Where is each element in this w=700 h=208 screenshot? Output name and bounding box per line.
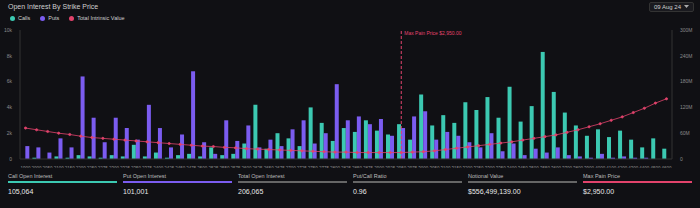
svg-text:2525: 2525 — [208, 166, 219, 168]
svg-text:2725: 2725 — [297, 166, 308, 168]
svg-text:2625: 2625 — [253, 166, 264, 168]
html-text:Put Open Interest: Put Open Interest — [123, 173, 167, 179]
svg-text:60M: 60M — [680, 130, 690, 136]
svg-text:4300: 4300 — [628, 166, 639, 168]
svg-text:4400: 4400 — [639, 166, 650, 168]
html-text:$2,950.00: $2,950.00 — [583, 187, 615, 195]
svg-text:2550: 2550 — [219, 166, 230, 168]
svg-text:3050: 3050 — [429, 166, 440, 168]
svg-text:2850: 2850 — [352, 166, 363, 168]
svg-text:3350: 3350 — [496, 166, 507, 168]
svg-text:2800: 2800 — [330, 166, 341, 168]
svg-text:3100: 3100 — [440, 166, 451, 168]
html-text:Notional Value: Notional Value — [468, 173, 504, 179]
html-text:Calls: Calls — [18, 15, 31, 21]
svg-text:2825: 2825 — [341, 166, 352, 168]
svg-text:3300: 3300 — [485, 166, 496, 168]
svg-text:2925: 2925 — [385, 166, 396, 168]
svg-text:2575: 2575 — [230, 166, 241, 168]
svg-text:4000: 4000 — [595, 166, 606, 168]
html-text:Puts: Puts — [48, 15, 60, 21]
svg-text:3400: 3400 — [507, 166, 518, 168]
svg-text:2250: 2250 — [87, 166, 98, 168]
svg-text:2450: 2450 — [175, 166, 186, 168]
svg-text:3000: 3000 — [418, 166, 429, 168]
svg-text:3250: 3250 — [474, 166, 485, 168]
svg-text:2k: 2k — [8, 130, 12, 136]
svg-text:2050: 2050 — [43, 166, 54, 168]
svg-text:3200: 3200 — [463, 166, 474, 168]
svg-text:4100: 4100 — [606, 166, 617, 168]
svg-text:3900: 3900 — [584, 166, 595, 168]
svg-text:3150: 3150 — [452, 166, 463, 168]
svg-text:8k: 8k — [8, 53, 12, 59]
html-text:09 Aug 24: 09 Aug 24 — [654, 4, 681, 10]
svg-text:3800: 3800 — [573, 166, 584, 168]
svg-text:6k: 6k — [8, 78, 12, 84]
html-text:101,001: 101,001 — [123, 187, 149, 195]
svg-text:3500: 3500 — [529, 166, 540, 168]
svg-text:4k: 4k — [8, 104, 12, 110]
html-text:Total Intrinsic Value: Total Intrinsic Value — [77, 15, 125, 21]
svg-text:4200: 4200 — [617, 166, 628, 168]
svg-text:2475: 2475 — [186, 166, 197, 168]
svg-text:2950: 2950 — [396, 166, 407, 168]
html-text:Open Interest By Strike Price: Open Interest By Strike Price — [8, 3, 99, 10]
svg-text:2200: 2200 — [76, 166, 87, 168]
svg-text:2875: 2875 — [363, 166, 374, 168]
svg-text:2975: 2975 — [407, 166, 418, 168]
svg-text:4600: 4600 — [661, 166, 672, 168]
svg-text:2675: 2675 — [275, 166, 286, 168]
svg-text:2900: 2900 — [374, 166, 385, 168]
svg-text:3700: 3700 — [562, 166, 573, 168]
svg-text:3450: 3450 — [518, 166, 529, 168]
svg-text:2425: 2425 — [164, 166, 175, 168]
svg-text:2275: 2275 — [98, 166, 109, 168]
html-text:Put/Call Ratio: Put/Call Ratio — [353, 173, 387, 179]
svg-text:120M: 120M — [680, 104, 692, 110]
svg-text:2750: 2750 — [308, 166, 319, 168]
html-text:Call Open Interest: Call Open Interest — [8, 173, 53, 179]
svg-text:3600: 3600 — [551, 166, 562, 168]
svg-text:0: 0 — [9, 156, 12, 162]
html-text:206,065: 206,065 — [238, 187, 264, 195]
svg-text:1900: 1900 — [21, 166, 32, 168]
svg-text:180M: 180M — [680, 78, 692, 84]
html-text:$556,499,139.00: $556,499,139.00 — [468, 187, 521, 195]
html-text:105,064: 105,064 — [8, 187, 34, 195]
svg-text:2300: 2300 — [109, 166, 120, 168]
svg-text:Max Pain Price $2,950.00: Max Pain Price $2,950.00 — [404, 30, 461, 36]
svg-text:2100: 2100 — [54, 166, 65, 168]
svg-text:2375: 2375 — [142, 166, 153, 168]
svg-text:2500: 2500 — [197, 166, 208, 168]
svg-text:10k: 10k — [8, 27, 12, 33]
svg-text:2775: 2775 — [319, 166, 330, 168]
svg-text:2000: 2000 — [32, 166, 43, 168]
html-text:Max Pain Price: Max Pain Price — [583, 173, 620, 179]
svg-text:2400: 2400 — [153, 166, 164, 168]
svg-text:2325: 2325 — [120, 166, 131, 168]
html-text:0.96: 0.96 — [353, 187, 367, 195]
svg-text:2350: 2350 — [131, 166, 142, 168]
svg-text:2600: 2600 — [242, 166, 253, 168]
svg-text:240M: 240M — [680, 53, 692, 59]
svg-text:300M: 300M — [680, 27, 692, 33]
svg-text:0: 0 — [680, 156, 683, 162]
svg-text:3550: 3550 — [540, 166, 551, 168]
html-text:Total Open Interest: Total Open Interest — [238, 173, 285, 179]
svg-text:2150: 2150 — [65, 166, 76, 168]
svg-text:4500: 4500 — [650, 166, 661, 168]
svg-text:2700: 2700 — [286, 166, 297, 168]
svg-text:2650: 2650 — [264, 166, 275, 168]
